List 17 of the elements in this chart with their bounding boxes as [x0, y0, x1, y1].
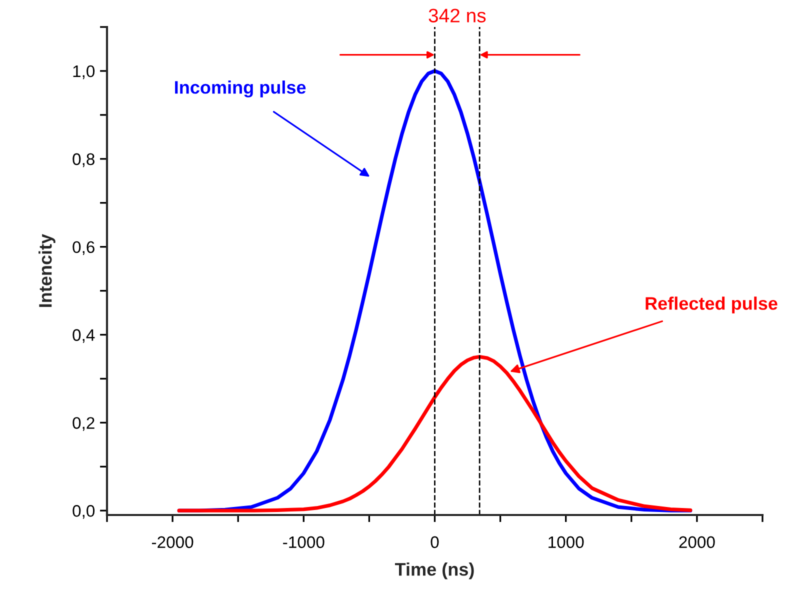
x-tick-label: 1000	[548, 536, 584, 548]
annotation: Incoming pulse	[175, 80, 306, 98]
y-tick-label: 1,0	[73, 65, 95, 80]
y-tick-label: 0,0	[72, 505, 95, 519]
y-tick-label: 0,6	[72, 241, 94, 255]
x-axis-title: Time (ns)	[394, 562, 474, 580]
x-tick-label: -1000	[283, 536, 324, 548]
y-tick-label: 0,8	[72, 153, 94, 168]
x-tick-label: 2000	[679, 536, 715, 548]
y-tick-label: 0,2	[72, 417, 94, 431]
text: 342 ns	[428, 8, 486, 22]
line-series	[177, 354, 692, 512]
annotation: Reflected pulse	[646, 296, 778, 314]
x-tick-label: -2000	[152, 536, 194, 548]
x-tick-label: 0	[430, 536, 439, 548]
y-tick-label: 0,4	[72, 329, 95, 343]
y-axis-title: Intencity	[38, 234, 56, 307]
